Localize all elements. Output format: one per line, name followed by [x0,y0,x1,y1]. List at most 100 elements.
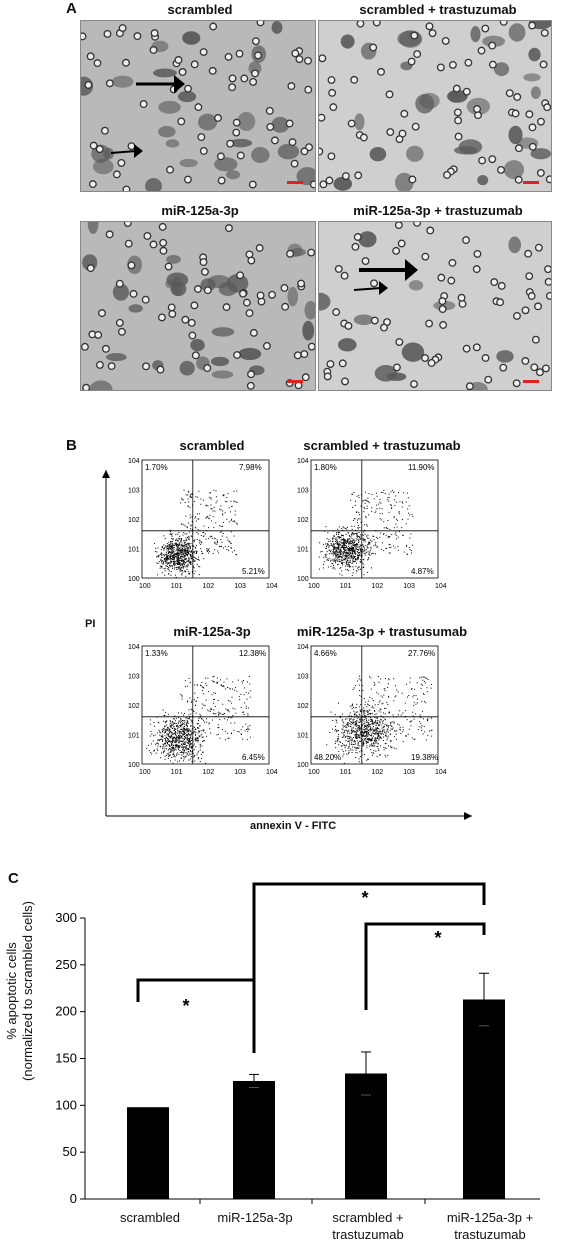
event-dot [188,550,190,552]
event-dot [352,736,354,738]
event-dot [172,751,174,753]
event-dot [210,520,212,522]
event-dot [175,539,177,541]
event-dot [344,557,346,559]
event-dot [349,541,351,543]
event-dot [199,724,201,726]
event-dot [382,722,384,724]
event-dot [223,495,225,497]
event-dot [157,722,159,724]
event-dot [159,734,161,736]
event-dot [350,555,352,557]
event-dot [165,721,167,723]
event-dot [341,542,343,544]
event-dot [176,744,178,746]
event-dot [355,538,357,540]
event-dot [176,558,178,560]
event-dot [368,553,370,555]
event-dot [160,752,162,754]
event-dot [354,716,356,718]
event-dot [420,676,422,678]
event-dot [361,739,363,741]
event-dot [413,705,415,707]
event-dot [430,684,432,686]
event-dot [216,540,218,542]
event-dot [375,732,377,734]
event-dot [159,745,161,747]
membrane-pore [124,239,133,248]
event-dot [190,725,192,727]
event-dot [363,741,365,743]
event-dot [184,539,186,541]
event-dot [342,535,344,537]
event-dot [334,568,336,570]
event-dot [220,509,222,511]
event-dot [394,533,396,535]
event-dot [191,732,193,734]
event-dot [397,546,399,548]
event-dot [190,749,192,751]
event-dot [169,745,171,747]
event-dot [165,736,167,738]
event-dot [168,562,170,564]
event-dot [172,749,174,751]
event-dot [217,733,219,735]
event-dot [184,548,186,550]
event-dot [213,527,215,529]
event-dot [175,566,177,568]
membrane-pore [497,281,506,290]
event-dot [186,753,188,755]
event-dot [343,550,345,552]
event-dot [367,724,369,726]
membrane-pore [245,309,254,318]
event-dot [369,726,371,728]
event-dot [185,735,187,737]
event-dot [157,749,159,751]
event-dot [342,544,344,546]
event-dot [197,533,199,535]
event-dot [427,679,429,681]
event-dot [374,727,376,729]
membrane-pore [203,364,212,373]
event-dot [191,555,193,557]
event-dot [408,505,410,507]
event-dot [221,531,223,533]
event-dot [179,542,181,544]
event-dot [170,721,172,723]
event-dot [357,680,359,682]
membrane-pore [191,351,200,360]
event-dot [177,557,179,559]
event-dot [342,552,344,554]
event-dot [192,753,194,755]
membrane-pore [400,109,409,118]
event-dot [363,567,365,569]
event-dot [367,559,369,561]
event-dot [346,729,348,731]
event-dot [195,737,197,739]
membrane-pore [133,32,142,41]
event-dot [370,739,372,741]
event-dot [355,711,357,713]
event-dot [361,725,363,727]
event-dot [167,734,169,736]
flow-x-tick-label: 101 [171,583,183,590]
membrane-pore [199,48,208,56]
event-dot [388,543,390,545]
event-dot [199,743,201,745]
event-dot [359,537,361,539]
event-dot [349,538,351,540]
event-dot [375,730,377,732]
flow-y-tick-label: 102 [297,517,309,524]
event-dot [176,554,178,556]
event-dot [178,745,180,747]
event-dot [370,740,372,742]
event-dot [337,543,339,545]
flow-plot-frame [310,459,439,579]
event-dot [226,678,228,680]
event-dot [344,565,346,567]
event-dot [341,551,343,553]
event-dot [384,492,386,494]
event-dot [249,690,251,692]
event-dot [420,687,422,689]
event-dot [393,747,395,749]
